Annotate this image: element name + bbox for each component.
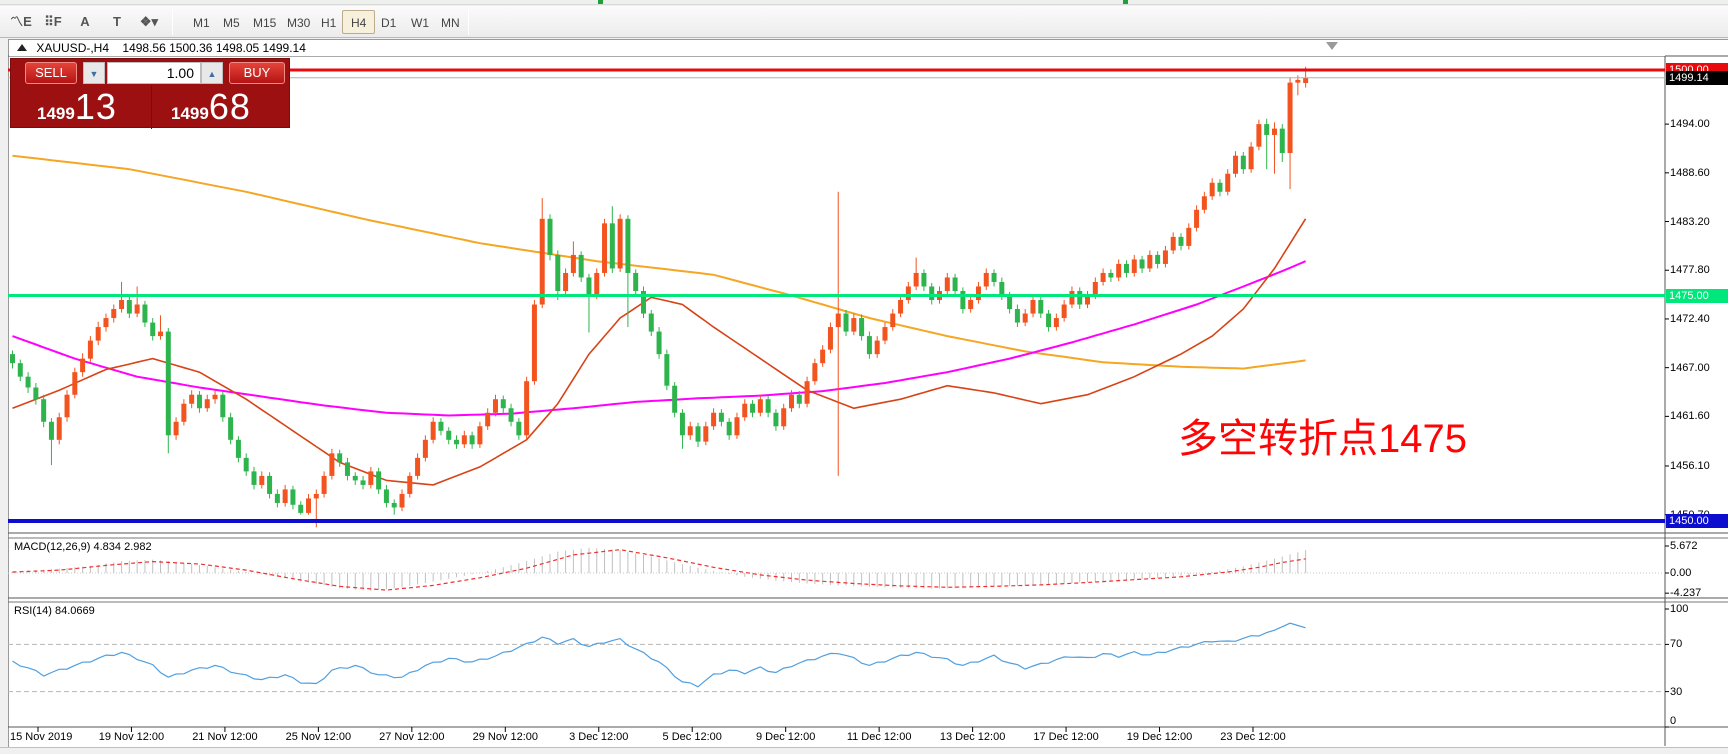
chart-toolbar: 〽E ⠿F A T ❖▾ M1 M5 M15 M30 H1 H4 D1 W1 MN [0, 6, 1728, 38]
bid-price: 149913 [37, 86, 117, 128]
chinese-annotation: 多空转折点1475 [1178, 417, 1467, 461]
ma-mid-line [12, 260, 1306, 417]
date-label-11: 13 Dec 12:00 [939, 731, 1006, 743]
ma-slow-line [12, 154, 1306, 370]
price-label-1472.40: 1472.40 [1670, 312, 1710, 325]
macd-histogram [12, 547, 1307, 592]
macd-label: MACD(12,26,9) 4.834 2.982 [14, 541, 152, 553]
date-label-3: 21 Nov 12:00 [192, 731, 258, 743]
date-label-8: 5 Dec 12:00 [662, 731, 722, 743]
bid-price-big: 13 [74, 86, 117, 127]
date-label-5: 27 Nov 12:00 [379, 731, 445, 743]
volume-decrease-button[interactable]: ▼ [83, 62, 105, 84]
price-label-1467.00: 1467.00 [1670, 361, 1710, 374]
timeframe-button-d1[interactable]: D1 [381, 16, 397, 30]
date-label-4: 25 Nov 12:00 [285, 731, 352, 743]
text-label-icon[interactable]: A [80, 14, 90, 29]
level-badge-1450.00: 1450.00 [1666, 514, 1728, 528]
rsi-scale-100: 100 [1670, 603, 1689, 615]
collapse-triangle-icon[interactable] [17, 44, 27, 51]
date-label-10: 11 Dec 12:00 [846, 731, 912, 743]
bid-price-small: 1499 [37, 104, 75, 123]
timeframe-button-mn[interactable]: MN [441, 16, 460, 30]
window-bottom-edge [0, 747, 1728, 754]
buy-button[interactable]: BUY [229, 62, 285, 84]
ask-price-big: 68 [208, 86, 251, 127]
sell-button[interactable]: SELL [25, 62, 77, 84]
date-label-12: 17 Dec 12:00 [1033, 731, 1099, 743]
macd-scale--4.237: -4.237 [1670, 587, 1702, 600]
current-price-badge: 1499.14 [1666, 70, 1728, 85]
date-label-13: 19 Dec 12:00 [1126, 731, 1193, 743]
one-click-trading-panel: SELL ▼ ▲ BUY 149913 149968 [10, 58, 290, 129]
timeframe-button-m15[interactable]: M15 [253, 16, 277, 30]
date-label-14: 23 Dec 12:00 [1220, 731, 1286, 743]
timeframe-button-h1[interactable]: H1 [321, 16, 337, 30]
toolbar-separator [172, 9, 173, 35]
date-label-6: 29 Nov 12:00 [472, 731, 539, 743]
rsi-scale-70: 70 [1670, 638, 1683, 651]
chart-area[interactable] [8, 39, 1728, 747]
macd-signal-line [12, 549, 1306, 591]
indicator-grid-icon[interactable]: ⠿F [44, 14, 62, 29]
level-badge-1475.00: 1475.00 [1666, 288, 1728, 303]
ohlc-values: 1498.56 1500.36 1498.05 1499.14 [122, 41, 306, 55]
objects-dropdown-icon[interactable]: ❖▾ [139, 14, 159, 29]
rsi-scale-30: 30 [1670, 685, 1683, 698]
panel-divider [151, 85, 152, 129]
price-label-1483.20: 1483.20 [1670, 215, 1710, 228]
macd-scale-0.00: 0.00 [1670, 567, 1692, 579]
timeframe-button-h4[interactable]: H4 [342, 10, 376, 34]
symbol-title: XAUUSD-,H4 [36, 41, 110, 55]
rsi-scale-0: 0 [1670, 715, 1677, 727]
volume-increase-button[interactable]: ▲ [201, 62, 223, 84]
rsi-label: RSI(14) 84.0669 [14, 605, 95, 617]
chart-shift-marker-icon[interactable] [1326, 42, 1338, 50]
connection-indicator2-icon [1123, 0, 1128, 4]
timeframe-button-m5[interactable]: M5 [223, 16, 240, 30]
timeframe-button-w1[interactable]: W1 [411, 16, 429, 30]
date-label-7: 3 Dec 12:00 [569, 731, 629, 743]
clipped-upper-toolbar [0, 0, 1728, 5]
toolbar-separator [468, 9, 469, 35]
timeframe-button-m30[interactable]: M30 [287, 16, 311, 30]
candles-layer [10, 66, 1309, 528]
price-label-1461.60: 1461.60 [1670, 410, 1710, 423]
volume-input[interactable] [107, 62, 201, 84]
price-label-1456.10: 1456.10 [1670, 459, 1710, 472]
connection-indicator-icon [598, 0, 603, 4]
ask-price-small: 1499 [171, 104, 209, 123]
date-label-9: 9 Dec 12:00 [756, 731, 816, 743]
date-label-2: 19 Nov 12:00 [98, 731, 165, 743]
timeframe-button-m1[interactable]: M1 [193, 16, 210, 30]
ma-fast-line [12, 218, 1307, 486]
date-label-1: 15 Nov 2019 [10, 731, 73, 743]
price-label-1488.60: 1488.60 [1670, 166, 1710, 179]
price-label-1477.80: 1477.80 [1670, 264, 1710, 277]
ask-price: 149968 [171, 86, 251, 128]
text-box-icon[interactable]: T [113, 14, 121, 29]
expert-advisors-icon[interactable]: 〽E [10, 14, 32, 29]
price-label-1494.00: 1494.00 [1670, 118, 1710, 131]
rsi-line [12, 622, 1306, 688]
macd-scale-5.672: 5.672 [1670, 540, 1698, 552]
chart-title-bar: XAUUSD-,H4 1498.56 1500.36 1498.05 1499.… [9, 40, 1665, 56]
